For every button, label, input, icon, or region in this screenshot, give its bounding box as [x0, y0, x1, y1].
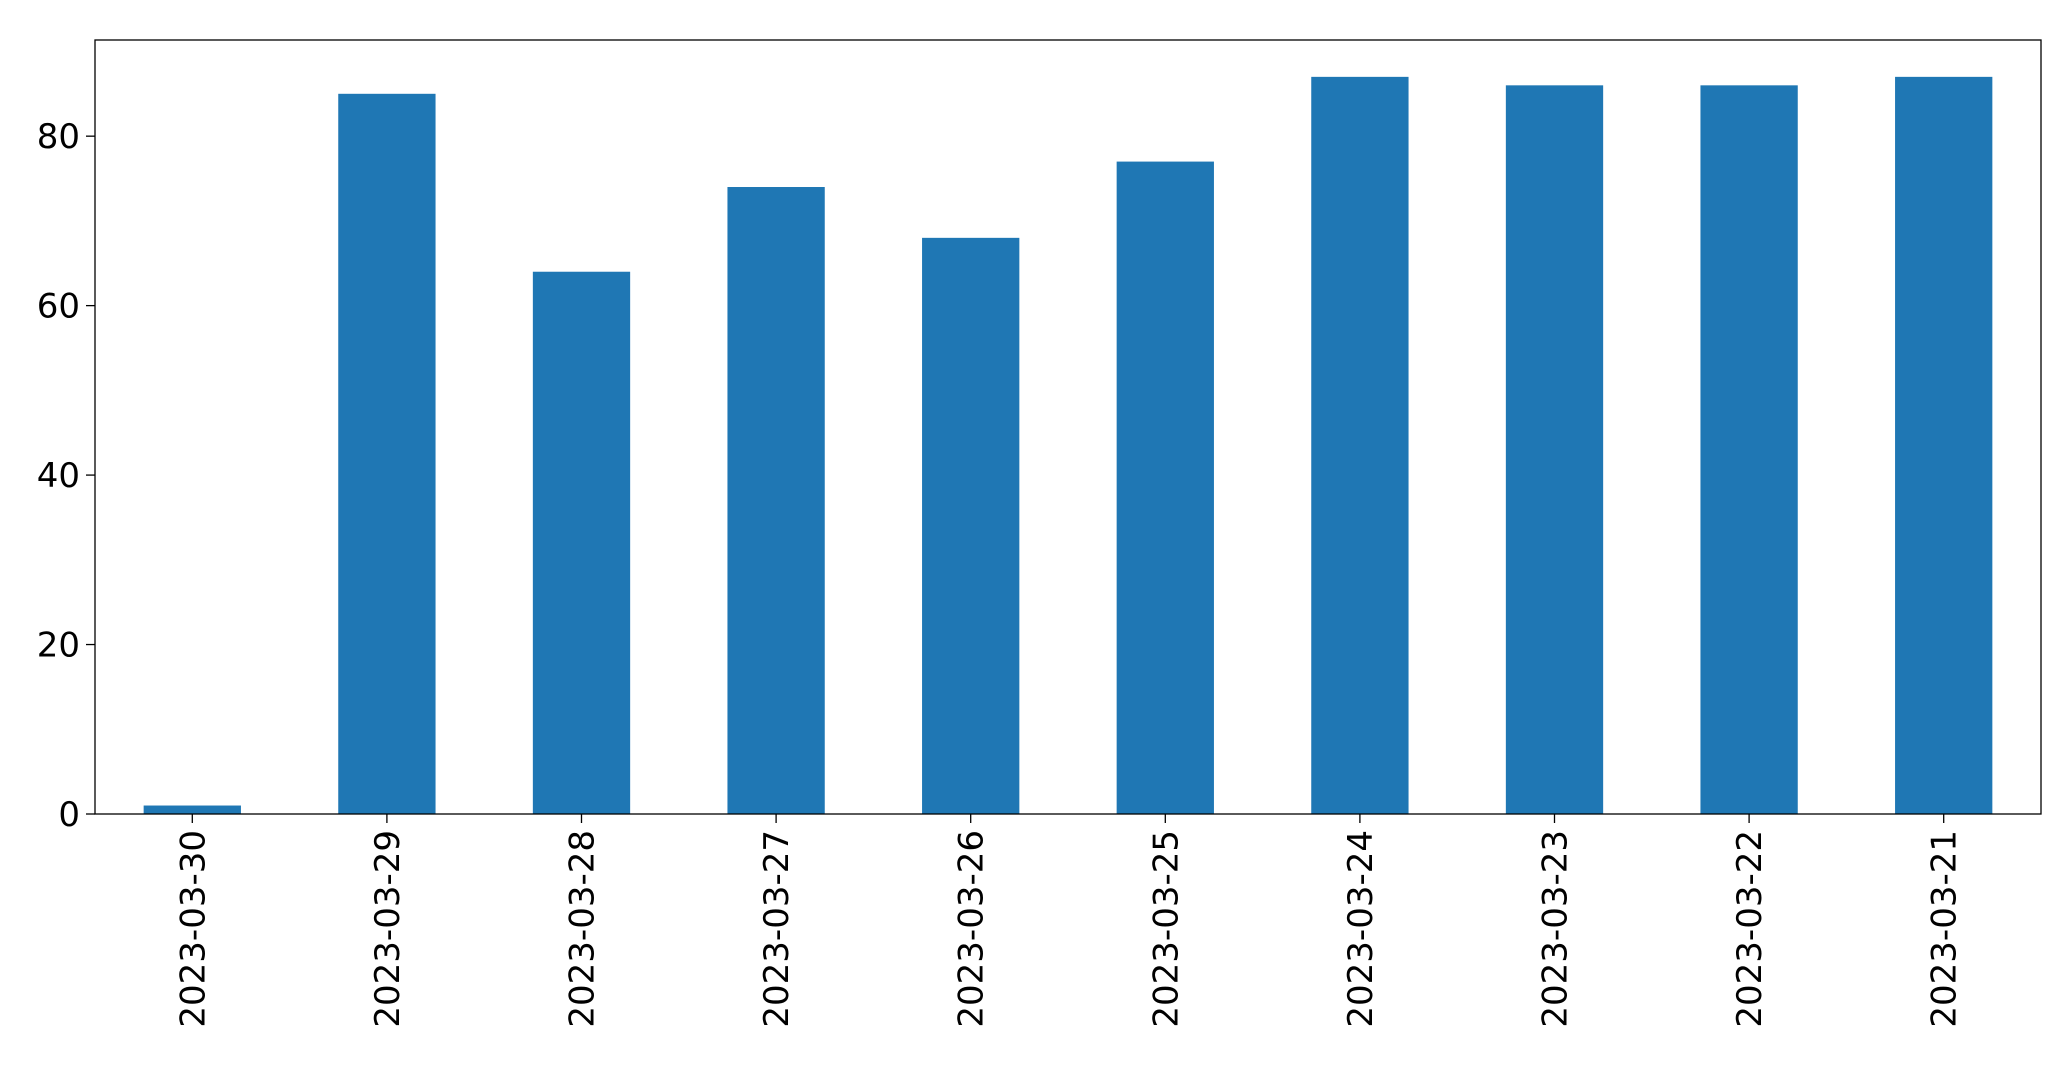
y-tick-label: 80 — [37, 117, 80, 157]
bar-2023-03-25 — [1116, 161, 1214, 815]
bars-group — [143, 76, 1993, 815]
bar-2023-03-22 — [1700, 85, 1798, 814]
x-tick-label: 2023-03-30 — [173, 830, 213, 1028]
x-tick-label: 2023-03-27 — [757, 830, 797, 1028]
y-axis: 0 20 40 60 80 — [37, 117, 95, 835]
bar-2023-03-29 — [338, 93, 436, 814]
x-tick-label: 2023-03-28 — [563, 830, 603, 1028]
x-tick-label: 2023-03-22 — [1730, 830, 1770, 1028]
plot-frame — [94, 39, 2042, 815]
y-tick-label: 60 — [37, 287, 80, 327]
bar-2023-03-23 — [1505, 85, 1604, 814]
x-axis: 2023-03-30 2023-03-29 2023-03-28 2023-03-27… — [173, 814, 1965, 1028]
x-tick-label: 2023-03-24 — [1341, 830, 1381, 1028]
y-tick-label: 40 — [37, 456, 80, 496]
bar-2023-03-30 — [143, 805, 241, 814]
bar-2023-03-27 — [727, 187, 825, 814]
x-tick-label: 2023-03-23 — [1536, 830, 1576, 1028]
bar-2023-03-26 — [922, 237, 1020, 815]
bar-2023-03-24 — [1311, 76, 1409, 815]
y-tick-label: 0 — [58, 795, 80, 835]
bar-2023-03-21 — [1895, 76, 1993, 815]
x-tick-label: 2023-03-26 — [952, 830, 992, 1028]
bar-2023-03-28 — [532, 271, 631, 814]
x-tick-label: 2023-03-29 — [368, 830, 408, 1028]
y-tick-label: 20 — [37, 626, 80, 666]
x-tick-label: 2023-03-21 — [1925, 830, 1965, 1028]
x-tick-label: 2023-03-25 — [1146, 830, 1186, 1028]
